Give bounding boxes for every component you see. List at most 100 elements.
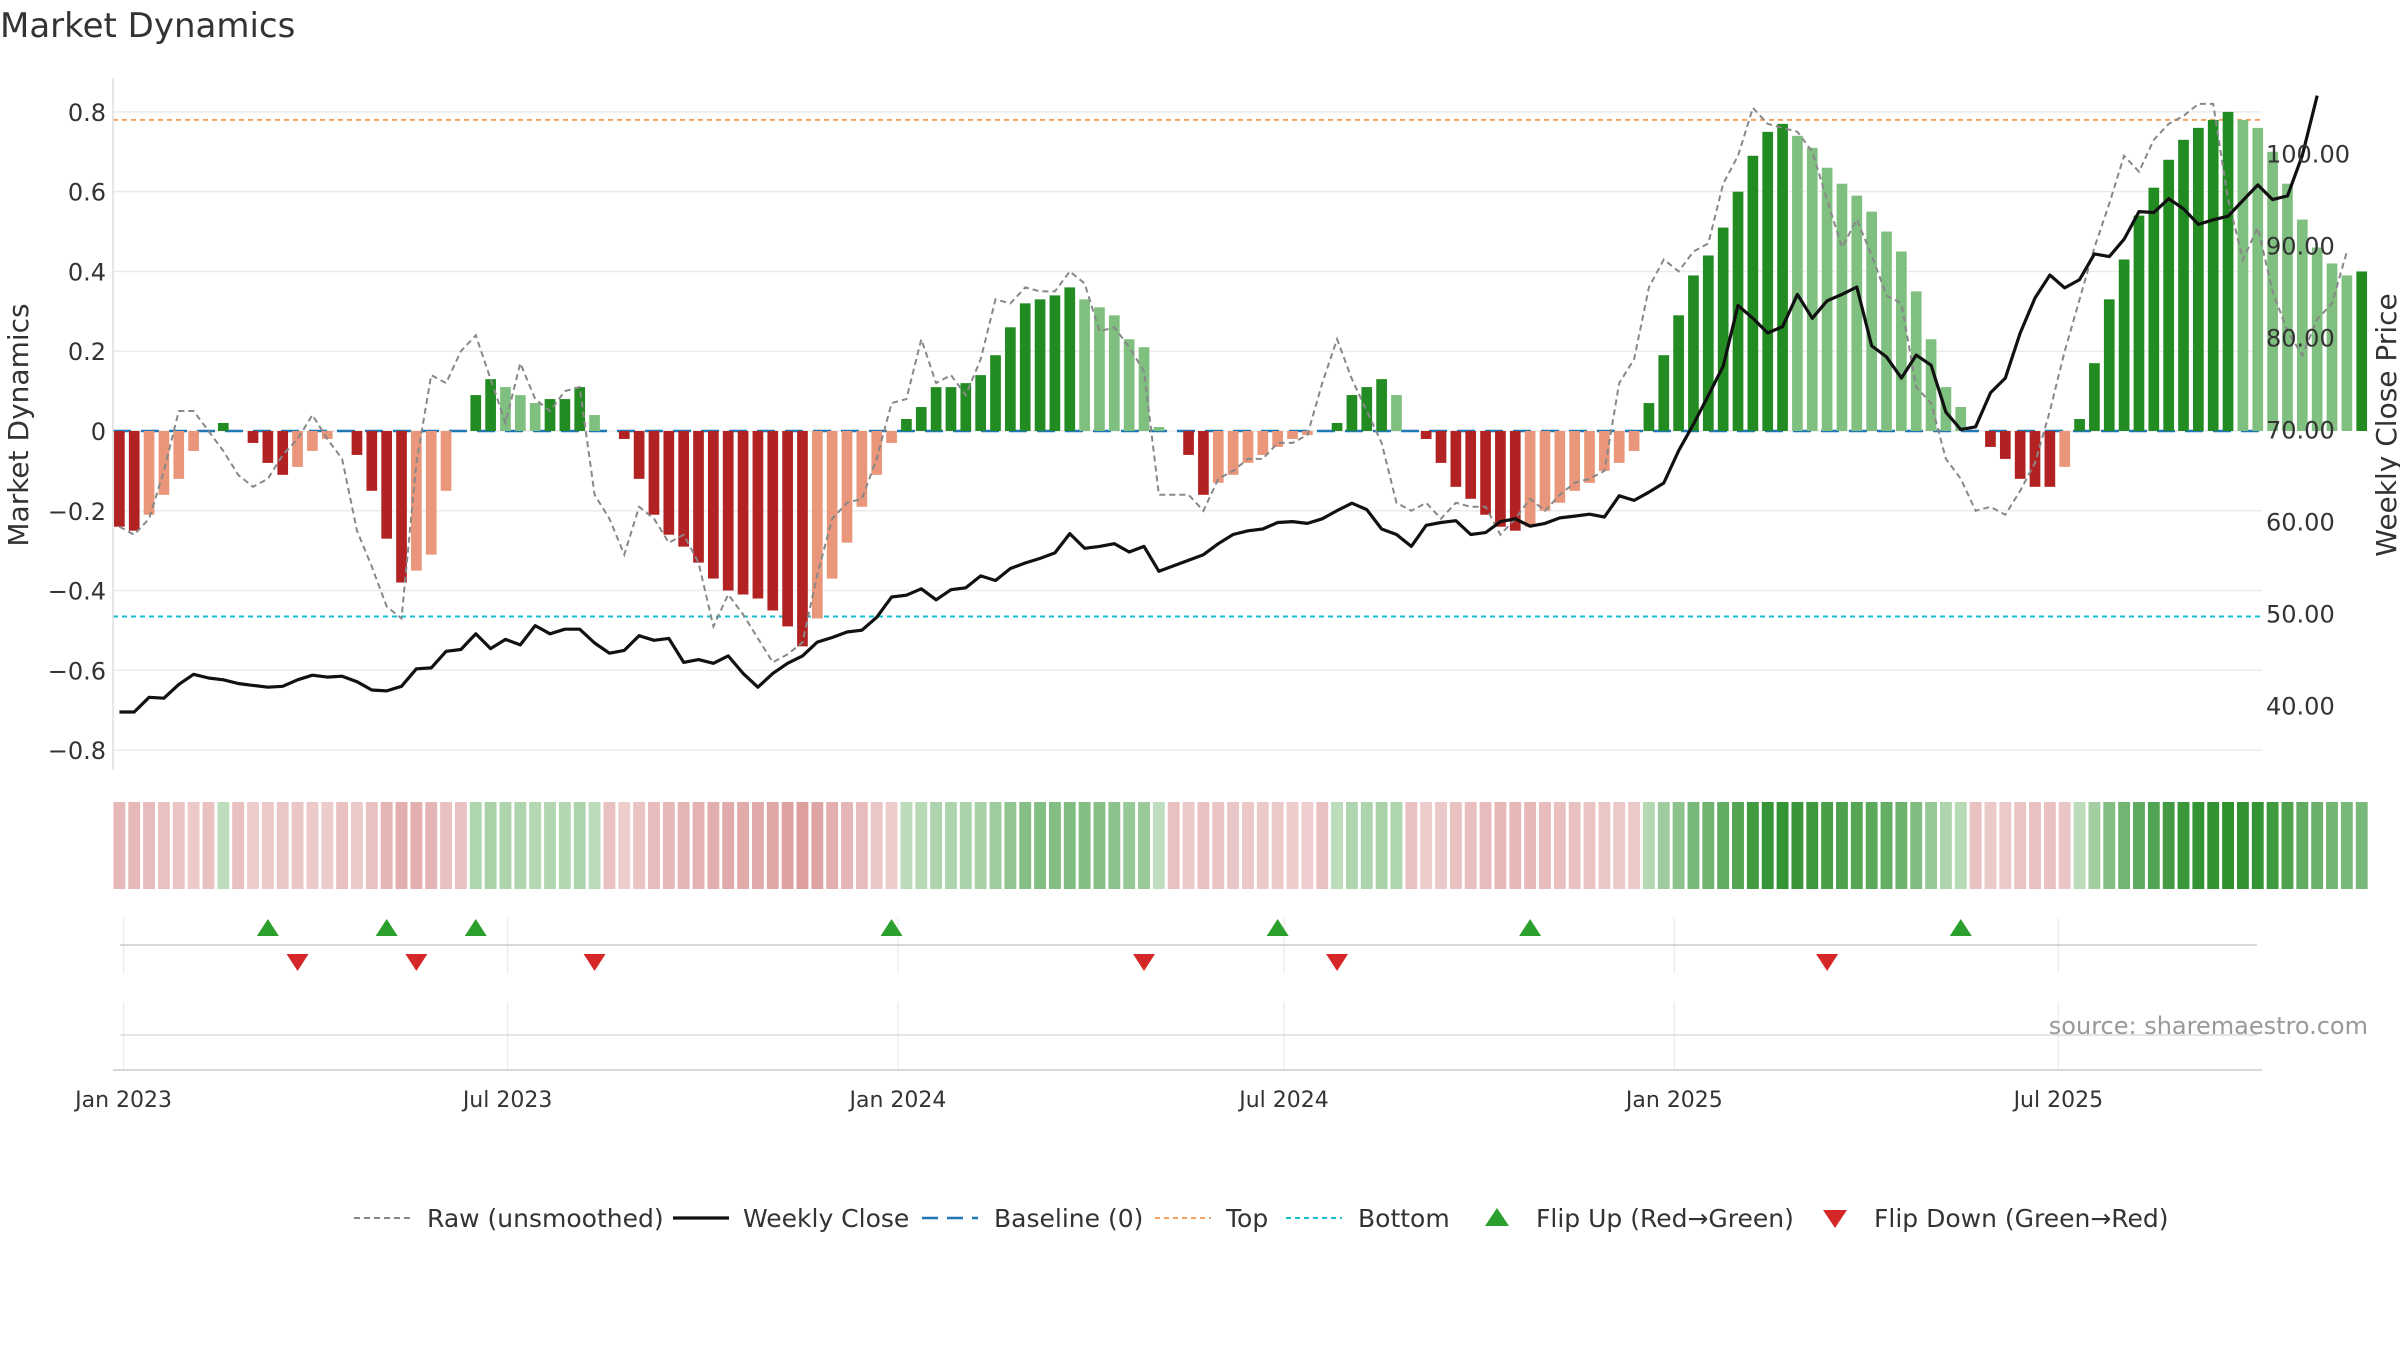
momentum-bar <box>1702 255 1714 431</box>
momentum-bar <box>975 375 987 431</box>
regime-cell <box>217 802 230 889</box>
regime-cell <box>2118 802 2131 889</box>
flip-down-marker <box>1816 954 1839 971</box>
regime-cell <box>1895 802 1908 889</box>
momentum-bar <box>1762 131 1774 431</box>
regime-cell <box>1880 802 1893 889</box>
regime-cell <box>974 802 987 889</box>
regime-cell <box>1212 802 1225 889</box>
regime-cell <box>232 802 245 889</box>
regime-cell <box>900 802 913 889</box>
regime-cell <box>1702 802 1715 889</box>
regime-cell <box>930 802 943 889</box>
x-tick-label: Jan 2024 <box>847 1088 946 1113</box>
y-tick-label-right: 40.00 <box>2266 693 2335 721</box>
momentum-bar <box>1094 307 1105 431</box>
regime-cell <box>2340 802 2353 889</box>
regime-cell <box>1108 802 1121 889</box>
regime-cell <box>1286 802 1299 889</box>
regime-cell <box>1717 802 1730 889</box>
momentum-bar <box>1361 387 1373 431</box>
regime-cell <box>128 802 141 889</box>
flip-down-marker <box>583 954 606 971</box>
regime-cell <box>1642 802 1655 889</box>
regime-cell <box>380 802 393 889</box>
regime-cell <box>2311 802 2324 889</box>
momentum-bar <box>1272 430 1284 447</box>
regime-cell <box>1078 802 1091 889</box>
regime-cell <box>1524 802 1537 889</box>
regime-cell <box>826 802 839 889</box>
regime-cell <box>1449 802 1462 889</box>
regime-cell <box>1271 802 1284 889</box>
momentum-bar <box>663 430 675 535</box>
flip-down-marker <box>1326 954 1349 971</box>
momentum-bar <box>529 403 541 431</box>
regime-cell <box>410 802 423 889</box>
weekly-close-line <box>119 95 2319 714</box>
regime-cell <box>247 802 259 889</box>
momentum-bar <box>2222 111 2234 431</box>
legend-flip-up-swatch <box>1485 1208 1509 1226</box>
y-axis-label-right: Weekly Close Price <box>2370 293 2400 556</box>
regime-cell <box>2088 802 2101 889</box>
legend-label: Bottom <box>1358 1204 1450 1233</box>
regime-cell <box>2207 802 2220 889</box>
momentum-bar <box>1064 287 1076 431</box>
momentum-bar <box>2207 119 2219 431</box>
momentum-bar <box>425 430 437 555</box>
momentum-bar <box>2356 271 2368 431</box>
regime-cell <box>306 802 319 889</box>
momentum-bar <box>678 430 690 547</box>
y-tick-label-right: 60.00 <box>2266 509 2335 537</box>
regime-cell <box>2251 802 2264 889</box>
momentum-bar <box>143 430 155 515</box>
momentum-bar <box>1376 379 1387 431</box>
y-tick-label-left: 0.2 <box>68 338 106 366</box>
momentum-bar <box>158 430 170 495</box>
momentum-bar <box>1658 355 1670 431</box>
momentum-bar <box>1287 430 1298 439</box>
momentum-bar <box>1257 430 1269 455</box>
momentum-bar <box>321 430 333 439</box>
regime-cell <box>1509 802 1522 889</box>
x-tick-label: Jul 2025 <box>2012 1088 2104 1113</box>
momentum-bar <box>1539 430 1551 511</box>
regime-cell <box>1227 802 1240 889</box>
regime-cell <box>321 802 334 889</box>
momentum-bar <box>1836 183 1848 431</box>
x-tick-label: Jan 2025 <box>1624 1088 1723 1113</box>
momentum-bar <box>1613 430 1625 463</box>
momentum-bar <box>1242 430 1254 463</box>
y-tick-label-right: 100.00 <box>2266 141 2350 169</box>
regime-cell <box>1301 802 1314 889</box>
regime-cell <box>662 802 675 889</box>
momentum-bar <box>2059 430 2071 467</box>
momentum-bar <box>1034 299 1046 431</box>
momentum-bar <box>901 419 912 431</box>
momentum-bar <box>2148 187 2160 431</box>
flip-down-marker <box>1133 954 1156 971</box>
axes: −0.8 −0.6 −0.4 −0.2 0 0.2 0.4 0.6 0.8 40.00 50.00 6… <box>48 78 2350 770</box>
regime-cell <box>766 802 779 889</box>
momentum-bar <box>1717 227 1729 431</box>
momentum-bar <box>396 430 407 583</box>
momentum-bar <box>1420 430 1432 439</box>
momentum-bar <box>217 423 229 431</box>
y-tick-label-left: 0.8 <box>68 99 106 127</box>
momentum-bar <box>1331 423 1343 431</box>
momentum-bar <box>262 430 274 463</box>
regime-cell <box>1806 802 1819 889</box>
legend-label: Raw (unsmoothed) <box>427 1204 664 1233</box>
regime-cell <box>989 802 1002 889</box>
regime-cell <box>1316 802 1329 889</box>
y-tick-label-right: 50.00 <box>2266 601 2335 629</box>
legend-label: Flip Down (Green→Red) <box>1874 1204 2169 1233</box>
regime-cell <box>1865 802 1878 889</box>
momentum-bar <box>1465 430 1477 499</box>
regime-cell <box>1479 802 1492 889</box>
regime-cell <box>1152 802 1165 889</box>
momentum-bar <box>826 430 838 579</box>
regime-cell <box>336 802 349 889</box>
